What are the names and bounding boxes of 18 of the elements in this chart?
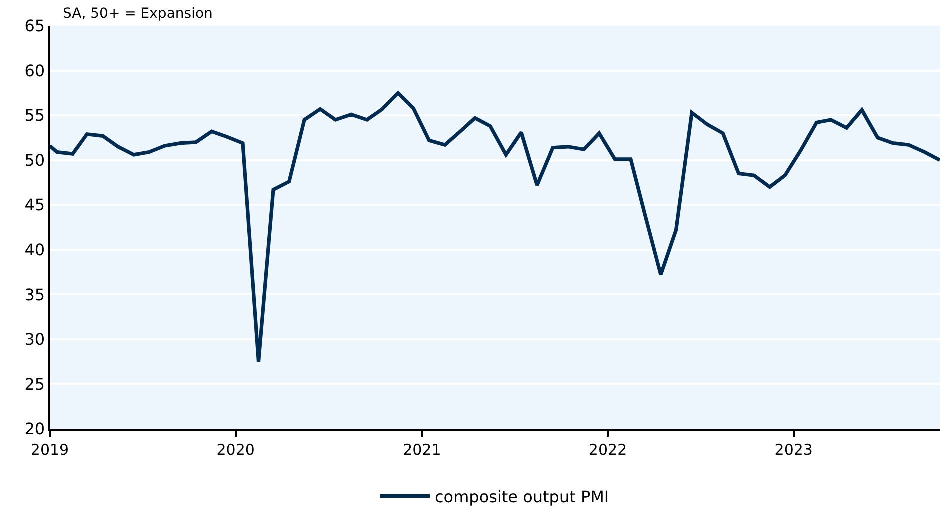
x-tick-label: 2021 [403, 440, 442, 459]
y-tick-label: 55 [24, 106, 46, 126]
y-tick-label: 45 [24, 196, 46, 215]
x-tick-label: 2019 [30, 440, 70, 459]
y-tick-label: 65 [24, 16, 46, 36]
legend-label: composite output PMI [435, 488, 610, 507]
y-tick-label: 30 [24, 330, 46, 350]
y-tick-label: 35 [24, 285, 46, 304]
y-tick-label: 50 [24, 150, 46, 170]
x-tick-label: 2022 [588, 440, 628, 459]
x-tick-label: 2020 [216, 440, 255, 459]
x-tick-label: 2023 [774, 440, 813, 459]
chart-subtitle: SA, 50+ = Expansion [63, 6, 213, 22]
line-series [50, 91, 940, 364]
y-tick-label: 20 [24, 420, 46, 439]
y-tick-label: 25 [24, 374, 46, 394]
y-tick-label: 60 [24, 61, 46, 80]
y-tick-label: 40 [24, 240, 46, 260]
